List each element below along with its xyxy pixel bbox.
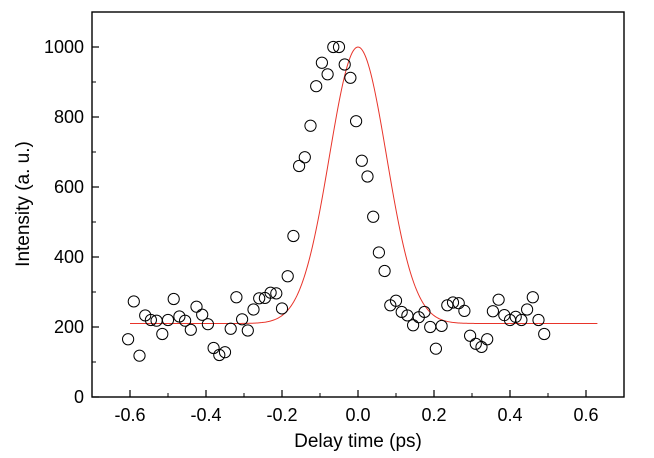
x-tick-label: -0.2 xyxy=(266,405,297,425)
data-point xyxy=(207,341,220,355)
data-point xyxy=(196,308,209,321)
data-point xyxy=(190,300,203,313)
data-point xyxy=(538,327,551,341)
data-point xyxy=(344,71,357,84)
y-axis-ticks: 0 200 400 600 800 1000 xyxy=(44,37,99,407)
data-point xyxy=(304,119,317,132)
data-point xyxy=(435,319,448,333)
data-point xyxy=(275,302,289,315)
data-point xyxy=(241,324,254,337)
data-point xyxy=(201,318,214,331)
data-point xyxy=(287,229,300,243)
data-point xyxy=(179,314,192,327)
y-tick-label: 1000 xyxy=(44,37,84,57)
data-point xyxy=(298,151,311,164)
data-point xyxy=(361,170,374,183)
data-point xyxy=(469,337,482,350)
data-point xyxy=(458,304,471,317)
y-tick-label: 800 xyxy=(54,107,84,127)
data-point xyxy=(350,115,363,128)
data-point xyxy=(293,159,306,173)
data-point xyxy=(424,320,437,334)
data-point xyxy=(327,40,340,54)
data-point xyxy=(122,333,135,346)
data-point xyxy=(247,303,260,316)
data-point xyxy=(418,305,431,319)
data-point xyxy=(378,264,391,278)
y-tick-label: 0 xyxy=(74,387,84,407)
x-tick-label: -0.4 xyxy=(190,405,221,425)
data-point xyxy=(367,210,380,223)
data-point xyxy=(236,313,249,326)
x-tick-label: -0.6 xyxy=(114,405,145,425)
data-point xyxy=(321,68,334,81)
x-tick-label: 0.2 xyxy=(421,405,446,425)
y-axis-title: Intensity (a. u.) xyxy=(13,141,34,267)
y-tick-label: 200 xyxy=(54,317,84,337)
data-point xyxy=(230,291,243,304)
data-point xyxy=(486,305,499,318)
data-point xyxy=(509,310,522,323)
data-point xyxy=(253,292,266,305)
data-point xyxy=(224,322,237,335)
fit-line xyxy=(130,46,598,324)
x-tick-label: 0.0 xyxy=(345,405,370,425)
y-tick-label: 400 xyxy=(54,247,84,267)
data-points xyxy=(122,40,551,362)
data-point xyxy=(264,286,277,299)
data-point xyxy=(218,346,232,359)
data-point xyxy=(429,342,442,355)
data-point xyxy=(127,295,140,308)
data-point xyxy=(133,349,146,362)
data-point xyxy=(526,291,539,304)
data-point xyxy=(161,313,175,327)
data-point xyxy=(372,246,385,259)
x-tick-label: 0.4 xyxy=(497,405,522,425)
data-point xyxy=(156,327,169,341)
x-axis-title: Delay time (ps) xyxy=(294,431,422,452)
data-point xyxy=(281,270,294,283)
data-point xyxy=(389,294,403,307)
data-point xyxy=(338,58,351,71)
data-point xyxy=(167,292,180,306)
data-point xyxy=(270,287,283,300)
x-tick-label: 0.6 xyxy=(573,405,598,425)
data-point xyxy=(184,323,197,336)
data-point xyxy=(315,56,328,69)
data-point xyxy=(521,303,534,316)
data-point xyxy=(446,296,460,309)
data-point xyxy=(310,80,323,93)
data-point xyxy=(492,293,505,306)
data-point xyxy=(515,313,528,327)
data-point xyxy=(144,313,157,327)
x-axis-ticks: -0.6 -0.4 -0.2 0.0 0.2 0.4 0.6 xyxy=(114,390,599,425)
y-tick-label: 600 xyxy=(54,177,84,197)
data-point xyxy=(407,319,420,332)
data-point xyxy=(332,40,346,54)
data-point xyxy=(441,299,454,312)
data-point xyxy=(355,154,368,167)
data-point xyxy=(532,313,545,327)
data-point xyxy=(481,333,494,346)
data-point xyxy=(213,348,226,362)
data-point xyxy=(464,329,477,342)
